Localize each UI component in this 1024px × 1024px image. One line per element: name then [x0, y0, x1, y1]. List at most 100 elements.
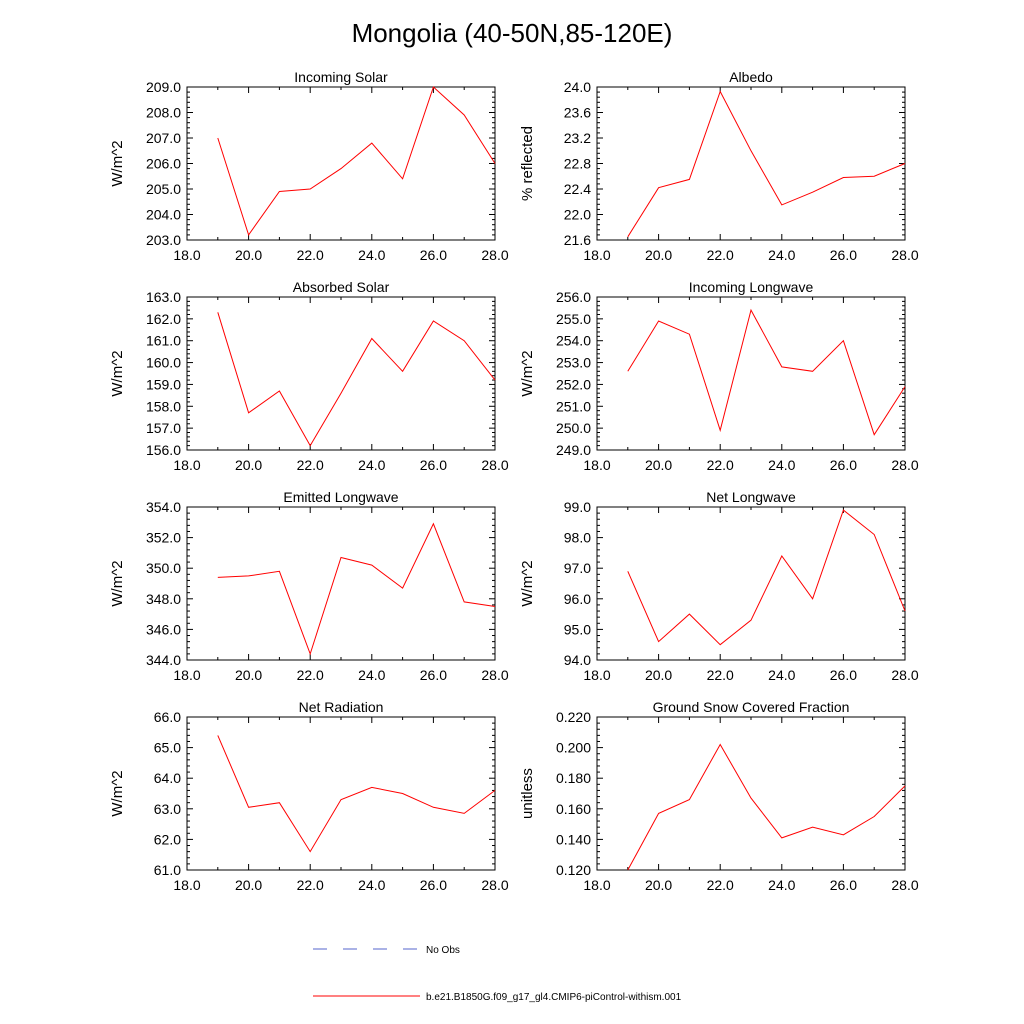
y-tick-label: 252.0 [556, 376, 591, 392]
y-tick-label: 23.6 [564, 105, 591, 121]
x-tick-label: 22.0 [297, 877, 324, 893]
y-tick-label: 253.0 [556, 355, 591, 371]
y-tick-label: 157.0 [146, 420, 181, 436]
x-tick-label: 24.0 [358, 877, 385, 893]
x-tick-label: 24.0 [358, 457, 385, 473]
y-tick-label: 64.0 [154, 770, 181, 786]
y-tick-label: 158.0 [146, 398, 181, 414]
y-tick-label: 205.0 [146, 181, 181, 197]
y-tick-label: 160.0 [146, 355, 181, 371]
series-line-0 [627, 743, 906, 871]
x-tick-label: 28.0 [891, 667, 918, 683]
x-tick-label: 18.0 [583, 667, 610, 683]
panels: Incoming Solar 18.0 20.0 22.0 24.0 26.0 28.0 20… [109, 69, 919, 893]
y-tick-label: 207.0 [146, 130, 181, 146]
x-tick-label: 18.0 [583, 457, 610, 473]
y-axis-label: W/m^2 [519, 560, 536, 606]
x-tick-label: 20.0 [645, 877, 672, 893]
panel-title: Absorbed Solar [293, 279, 390, 295]
y-tick-label: 346.0 [146, 621, 181, 637]
y-tick-label: 344.0 [146, 652, 181, 668]
y-tick-label: 66.0 [154, 709, 181, 725]
y-tick-label: 256.0 [556, 289, 591, 305]
x-tick-label: 18.0 [583, 877, 610, 893]
y-tick-label: 206.0 [146, 156, 181, 172]
y-tick-label: 63.0 [154, 801, 181, 817]
x-tick-label: 24.0 [358, 247, 385, 263]
x-tick-label: 20.0 [235, 247, 262, 263]
series-line-0 [217, 86, 496, 237]
legend-label-model: b.e21.B1850G.f09_g17_gl4.CMIP6-piControl… [426, 992, 682, 1003]
panel-2: Absorbed Solar 18.0 20.0 22.0 24.0 26.0 28.0 15… [109, 279, 509, 473]
panel-title: Ground Snow Covered Fraction [653, 699, 850, 715]
y-tick-label: 0.220 [556, 709, 591, 725]
panel-6: Net Radiation 18.0 20.0 22.0 24.0 26.0 28.0 61.… [109, 699, 509, 893]
y-axis-label: unitless [519, 768, 536, 819]
y-tick-label: 23.2 [564, 130, 591, 146]
panel-title: Incoming Solar [294, 69, 388, 85]
x-tick-label: 22.0 [297, 457, 324, 473]
y-axis-label: W/m^2 [519, 350, 536, 396]
y-tick-label: 22.0 [564, 207, 591, 223]
y-tick-label: 250.0 [556, 420, 591, 436]
panel-title: Net Radiation [299, 699, 384, 715]
y-tick-label: 96.0 [564, 591, 591, 607]
y-tick-label: 61.0 [154, 862, 181, 878]
x-tick-label: 22.0 [297, 247, 324, 263]
panel-5: Net Longwave 18.0 20.0 22.0 24.0 26.0 28.0 94.0… [519, 489, 919, 683]
x-tick-label: 28.0 [891, 247, 918, 263]
y-tick-label: 203.0 [146, 232, 181, 248]
x-tick-label: 28.0 [481, 667, 508, 683]
x-tick-label: 26.0 [420, 457, 447, 473]
x-tick-label: 22.0 [707, 247, 734, 263]
series-line-0 [217, 522, 496, 656]
x-tick-label: 20.0 [645, 667, 672, 683]
x-tick-label: 24.0 [768, 247, 795, 263]
y-tick-label: 162.0 [146, 311, 181, 327]
panel-title: Incoming Longwave [689, 279, 814, 295]
x-tick-label: 22.0 [297, 667, 324, 683]
y-tick-label: 22.8 [564, 156, 591, 172]
panel-0: Incoming Solar 18.0 20.0 22.0 24.0 26.0 28.0 20… [109, 69, 509, 263]
plot-frame [596, 716, 906, 871]
y-tick-label: 94.0 [564, 652, 591, 668]
y-tick-label: 204.0 [146, 207, 181, 223]
y-tick-label: 209.0 [146, 79, 181, 95]
x-tick-label: 22.0 [707, 877, 734, 893]
y-tick-label: 24.0 [564, 79, 591, 95]
plot-frame [186, 86, 496, 241]
y-tick-label: 249.0 [556, 442, 591, 458]
x-tick-label: 26.0 [830, 877, 857, 893]
series-line-0 [217, 312, 496, 447]
y-axis-label: W/m^2 [109, 770, 126, 816]
x-tick-label: 20.0 [235, 457, 262, 473]
y-axis-label: W/m^2 [109, 350, 126, 396]
plot-frame [596, 506, 906, 661]
x-tick-label: 22.0 [707, 667, 734, 683]
x-tick-label: 26.0 [830, 247, 857, 263]
y-tick-label: 99.0 [564, 499, 591, 515]
y-tick-label: 254.0 [556, 333, 591, 349]
series-line-0 [627, 509, 906, 646]
y-tick-label: 22.4 [564, 181, 591, 197]
x-tick-label: 24.0 [768, 667, 795, 683]
x-tick-label: 18.0 [173, 247, 200, 263]
y-tick-label: 350.0 [146, 560, 181, 576]
y-tick-label: 255.0 [556, 311, 591, 327]
plot-frame [186, 506, 496, 661]
plot-frame [186, 716, 496, 871]
y-tick-label: 97.0 [564, 560, 591, 576]
y-tick-label: 161.0 [146, 333, 181, 349]
x-tick-label: 18.0 [173, 877, 200, 893]
x-tick-label: 28.0 [481, 247, 508, 263]
series-line-0 [627, 90, 906, 238]
panel-title: Albedo [729, 69, 773, 85]
series-line-0 [217, 735, 496, 853]
y-tick-label: 0.120 [556, 862, 591, 878]
y-tick-label: 251.0 [556, 398, 591, 414]
x-tick-label: 22.0 [707, 457, 734, 473]
y-axis-label: W/m^2 [109, 560, 126, 606]
x-tick-label: 20.0 [645, 457, 672, 473]
y-axis-label: % reflected [519, 126, 536, 201]
plot-frame [596, 86, 906, 241]
